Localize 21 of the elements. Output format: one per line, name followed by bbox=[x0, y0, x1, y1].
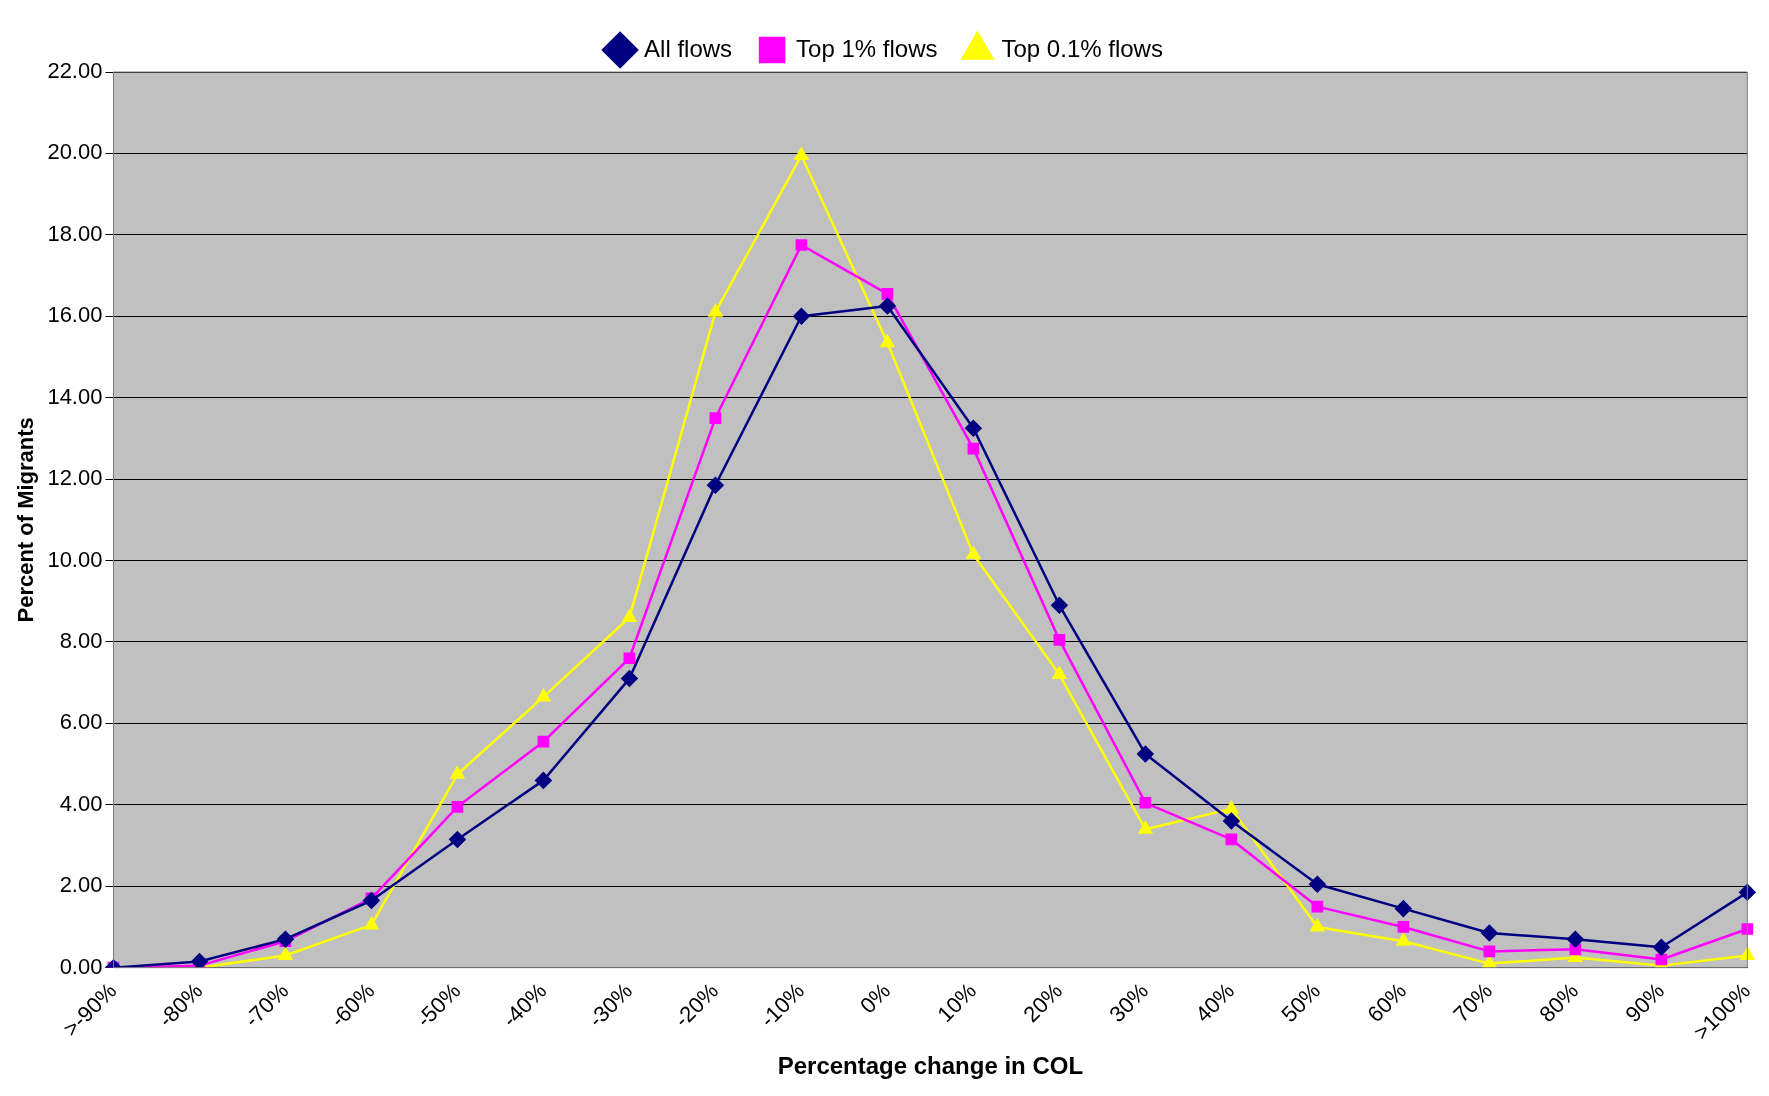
legend-label: Top 0.1% flows bbox=[1001, 34, 1163, 62]
x-tick-label: 0% bbox=[855, 978, 896, 1019]
y-tick-label: 14.00 bbox=[47, 383, 103, 409]
y-tick-label: 12.00 bbox=[47, 465, 103, 491]
y-axis-title: Percent of Migrants bbox=[13, 417, 39, 623]
y-tick-label: 4.00 bbox=[59, 790, 103, 816]
y-tick-label: 16.00 bbox=[47, 302, 103, 328]
x-tick-label: 40% bbox=[1190, 978, 1240, 1027]
y-tick-label: 22.00 bbox=[47, 58, 103, 84]
y-tick-label: 20.00 bbox=[47, 139, 103, 165]
y-tick-label: 18.00 bbox=[47, 220, 103, 246]
x-axis-title: Percentage change in COL bbox=[777, 1052, 1084, 1080]
y-tick-label: 0.00 bbox=[59, 953, 103, 979]
y-tick-label: 6.00 bbox=[59, 709, 103, 735]
x-tick-label: 70% bbox=[1448, 978, 1498, 1027]
x-tick-label: 60% bbox=[1362, 978, 1412, 1027]
y-tick-label: 10.00 bbox=[47, 546, 103, 572]
y-tick-label: 8.00 bbox=[59, 628, 103, 654]
y-tick-label: 2.00 bbox=[59, 872, 103, 898]
legend-label: All flows bbox=[644, 34, 733, 62]
legend-label: Top 1% flows bbox=[796, 34, 938, 62]
